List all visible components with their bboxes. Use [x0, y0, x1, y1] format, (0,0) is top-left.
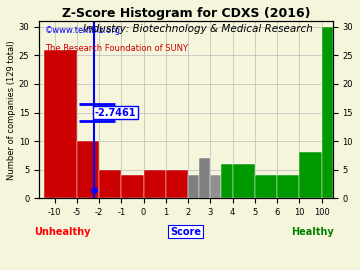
Bar — [221, 164, 233, 198]
Bar — [255, 175, 277, 198]
Text: The Research Foundation of SUNY: The Research Foundation of SUNY — [45, 44, 188, 53]
Bar — [277, 175, 300, 198]
Text: -2.7461: -2.7461 — [95, 107, 136, 117]
Bar — [321, 27, 333, 198]
Bar — [199, 158, 210, 198]
Bar — [144, 170, 166, 198]
Bar — [188, 175, 199, 198]
Bar — [166, 170, 188, 198]
Text: ©www.textbiz.org: ©www.textbiz.org — [45, 26, 121, 35]
Bar — [44, 50, 77, 198]
Bar — [210, 175, 221, 198]
Text: Healthy: Healthy — [291, 227, 333, 237]
Title: Z-Score Histogram for CDXS (2016): Z-Score Histogram for CDXS (2016) — [62, 7, 310, 20]
Text: Unhealthy: Unhealthy — [34, 227, 91, 237]
Text: Industry: Biotechnology & Medical Research: Industry: Biotechnology & Medical Resear… — [83, 24, 313, 34]
Text: Score: Score — [170, 227, 201, 237]
Y-axis label: Number of companies (129 total): Number of companies (129 total) — [7, 40, 16, 180]
Bar — [121, 175, 144, 198]
Bar — [300, 153, 321, 198]
Bar — [99, 170, 121, 198]
Bar — [77, 141, 99, 198]
Bar — [233, 164, 255, 198]
